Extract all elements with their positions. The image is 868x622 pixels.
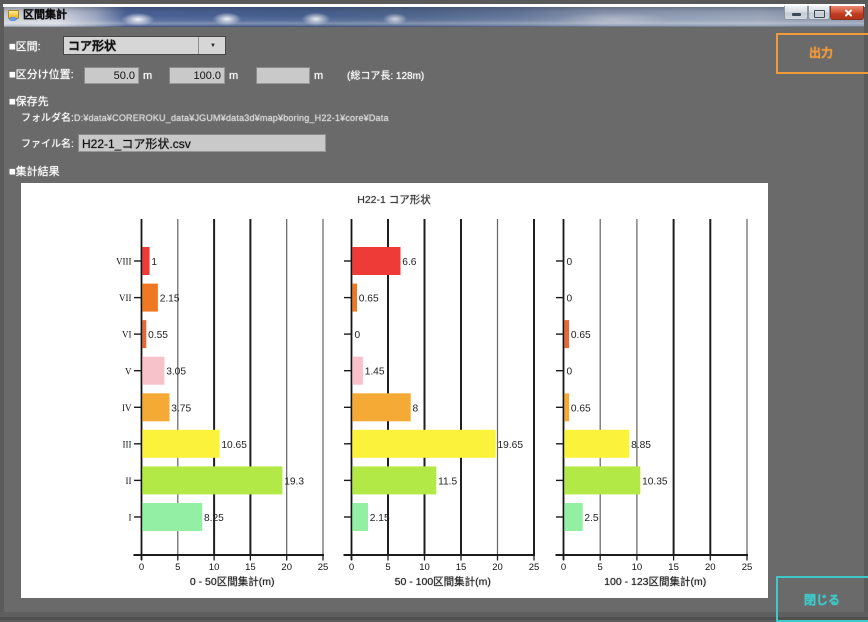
svg-text:0 - 50区間集計(m): 0 - 50区間集計(m) [190,575,275,588]
svg-text:0: 0 [561,562,566,573]
svg-text:0.65: 0.65 [571,403,591,414]
svg-text:0: 0 [139,562,144,573]
svg-text:5: 5 [175,562,180,573]
svg-text:2.5: 2.5 [584,513,598,524]
svg-text:1.45: 1.45 [365,367,385,378]
svg-text:19.65: 19.65 [498,440,524,451]
svg-text:H22-1 コア形状: H22-1 コア形状 [357,193,431,206]
svg-text:2.15: 2.15 [160,294,180,305]
svg-text:2.15: 2.15 [370,513,390,524]
svg-text:15: 15 [245,562,256,573]
svg-text:0: 0 [567,257,573,268]
svg-text:10.35: 10.35 [642,476,668,487]
svg-text:15: 15 [456,562,467,573]
svg-text:25: 25 [742,562,753,573]
svg-text:0: 0 [355,330,361,341]
svg-text:20: 20 [492,562,503,573]
svg-text:50 - 100区間集計(m): 50 - 100区間集計(m) [395,575,491,588]
svg-text:10: 10 [419,562,430,573]
svg-text:V: V [125,366,132,376]
svg-text:20: 20 [705,562,716,573]
svg-text:0.65: 0.65 [571,330,591,341]
svg-text:25: 25 [318,562,329,573]
svg-text:VIII: VIII [116,257,132,267]
svg-text:10: 10 [209,562,220,573]
svg-text:10: 10 [632,562,643,573]
svg-text:IV: IV [122,403,132,413]
svg-text:1: 1 [151,257,157,268]
svg-text:VI: VI [122,330,132,340]
svg-text:20: 20 [281,562,292,573]
svg-text:8.25: 8.25 [204,513,224,524]
svg-text:3.75: 3.75 [171,403,191,414]
svg-text:III: III [123,439,132,449]
svg-text:0.65: 0.65 [359,294,379,305]
svg-text:3.05: 3.05 [166,367,186,378]
svg-text:19.3: 19.3 [284,476,304,487]
svg-text:11.5: 11.5 [438,476,457,487]
svg-text:I: I [129,513,132,523]
svg-text:8: 8 [413,403,419,414]
svg-text:0: 0 [349,562,354,573]
svg-text:0: 0 [567,294,573,305]
svg-text:0: 0 [567,367,573,378]
svg-text:100 - 123区間集計(m): 100 - 123区間集計(m) [604,575,706,588]
svg-text:10.65: 10.65 [221,440,247,451]
svg-text:8.85: 8.85 [631,440,651,451]
svg-text:25: 25 [529,562,540,573]
svg-text:6.6: 6.6 [402,257,416,268]
svg-text:15: 15 [668,562,679,573]
svg-text:5: 5 [598,562,603,573]
svg-text:VII: VII [119,293,132,303]
svg-text:II: II [126,476,132,486]
svg-text:0.55: 0.55 [148,330,168,341]
svg-text:5: 5 [385,562,390,573]
